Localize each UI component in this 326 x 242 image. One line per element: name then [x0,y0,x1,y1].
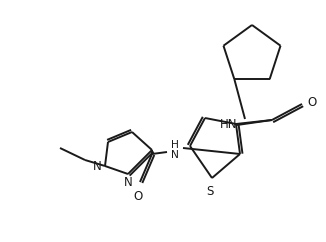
Text: S: S [206,185,214,198]
Text: HN: HN [219,119,237,131]
Text: O: O [133,190,143,203]
Text: N: N [93,159,102,173]
Text: H
N: H N [171,140,179,160]
Text: N: N [124,176,132,189]
Text: O: O [307,97,316,109]
